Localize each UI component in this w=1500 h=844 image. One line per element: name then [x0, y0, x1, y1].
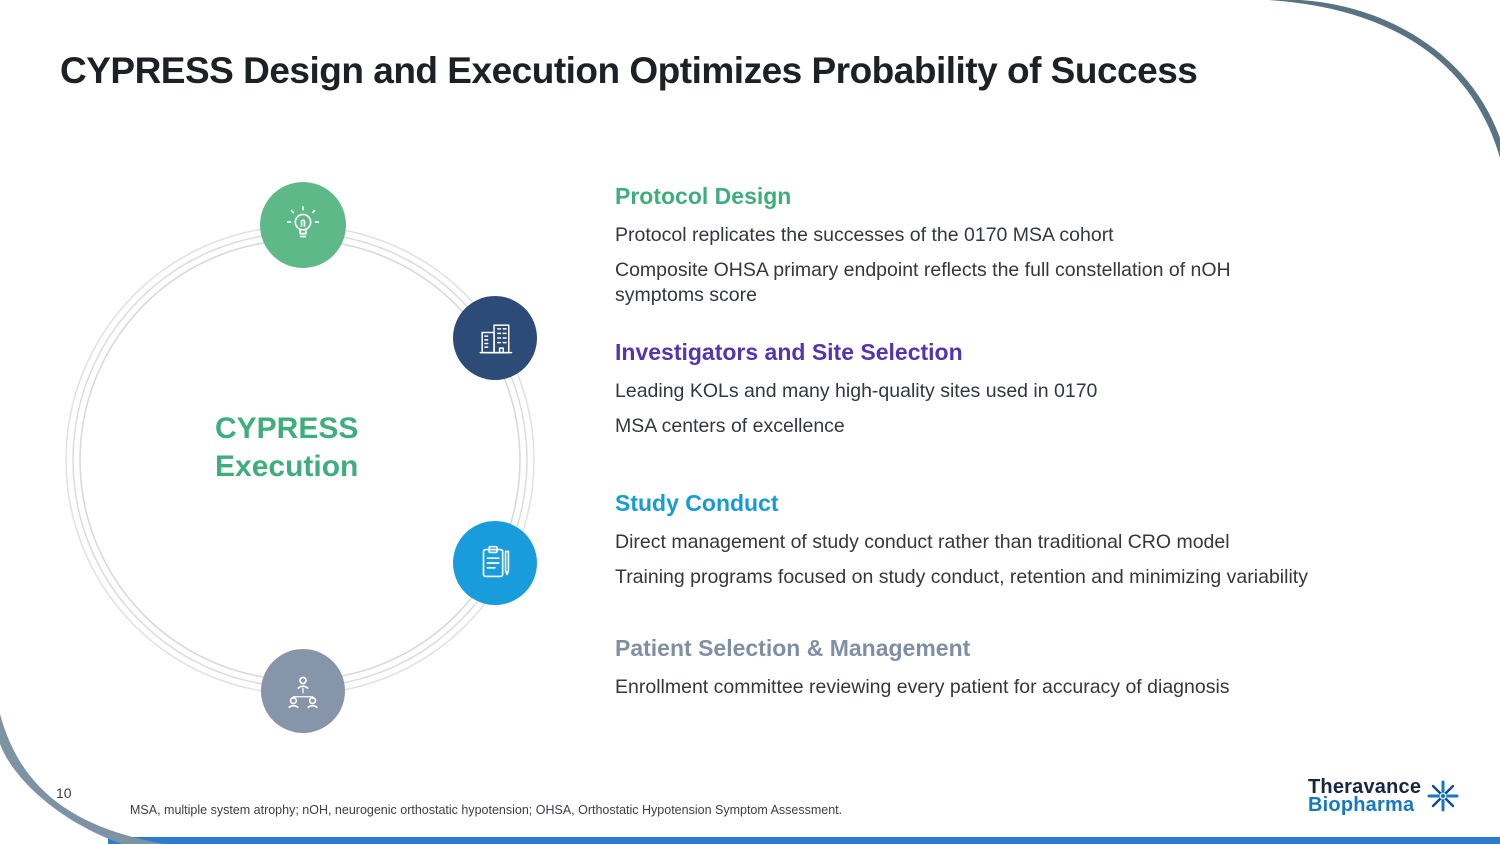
diagram-node-patient-selection	[261, 649, 345, 733]
logo-starburst-icon	[1427, 780, 1459, 812]
diagram-node-protocol-design	[260, 182, 346, 268]
bottom-left-swoosh	[0, 714, 165, 844]
company-logo: Theravance Biopharma	[1308, 776, 1461, 816]
section-heading: Protocol Design	[615, 183, 792, 209]
diagram-label: CYPRESS Execution	[215, 410, 358, 486]
section-line: Protocol replicates the successes of the…	[615, 224, 1114, 246]
section-patient-selection: Patient Selection & Management Enrollmen…	[615, 635, 1360, 710]
lightbulb-icon	[286, 205, 320, 238]
section-investigators: Investigators and Site Selection Leading…	[615, 339, 1360, 449]
section-line: Leading KOLs and many high-quality sites…	[615, 380, 1098, 402]
page-number: 10	[56, 785, 72, 801]
buildings-icon	[479, 324, 513, 354]
page-title: CYPRESS Design and Execution Optimizes P…	[60, 50, 1198, 91]
section-line: Direct management of study conduct rathe…	[615, 531, 1230, 553]
diagram-node-study-conduct	[453, 521, 537, 605]
section-heading: Investigators and Site Selection	[615, 339, 963, 365]
section-study-conduct: Study Conduct Direct management of study…	[615, 490, 1360, 600]
diagram-node-site-selection	[453, 296, 537, 380]
section-line: Composite OHSA primary endpoint reflects…	[615, 259, 1231, 306]
section-line: Training programs focused on study condu…	[615, 566, 1308, 588]
section-line: Enrollment committee reviewing every pat…	[615, 676, 1230, 698]
section-line: MSA centers of excellence	[615, 415, 845, 437]
logo-line2: Biopharma	[1308, 794, 1415, 816]
diagram-label-line2: Execution	[215, 450, 359, 483]
section-heading: Study Conduct	[615, 490, 779, 516]
clipboard-pencil-icon	[482, 545, 510, 578]
logo-line1: Theravance	[1308, 776, 1422, 798]
bottom-bar	[108, 837, 1500, 844]
logo-text: Theravance Biopharma	[1308, 776, 1422, 816]
diagram-label-line1: CYPRESS	[215, 412, 359, 445]
section-heading: Patient Selection & Management	[615, 635, 971, 661]
top-right-swoosh	[1268, 0, 1500, 158]
footnote: MSA, multiple system atrophy; nOH, neuro…	[130, 803, 843, 817]
org-people-icon	[288, 676, 318, 709]
section-protocol-design: Protocol Design Protocol replicates the …	[615, 183, 1360, 318]
